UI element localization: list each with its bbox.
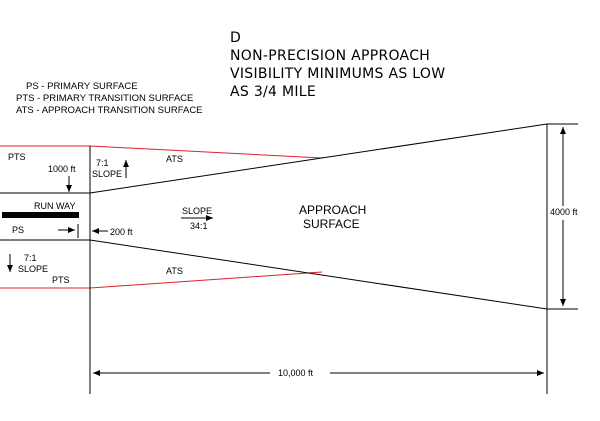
approach-label-line-2: SURFACE xyxy=(303,217,360,231)
slope-bottom-word: SLOPE xyxy=(18,264,48,274)
slope-center-word: SLOPE xyxy=(182,206,212,216)
approach-bottom-edge xyxy=(89,239,548,310)
slope-bottom-ratio: 7:1 xyxy=(24,253,37,263)
slope-top-ratio: 7:1 xyxy=(96,158,109,168)
ats-top-edge xyxy=(89,145,323,159)
legend-ats: ATS - APPROACH TRANSITION SURFACE xyxy=(16,105,203,116)
width-label: 4000 ft xyxy=(550,207,578,217)
slope-center-ratio: 34:1 xyxy=(190,221,208,231)
legend-pts: PTS - PRIMARY TRANSITION SURFACE xyxy=(16,93,193,104)
pts-bottom-label: PTS xyxy=(52,275,70,285)
length-label: 10,000 ft xyxy=(278,368,314,378)
ats-top-label: ATS xyxy=(166,154,183,164)
pts-height-label: 1000 ft xyxy=(48,164,76,174)
ats-bottom-edge xyxy=(89,271,323,289)
title-line-1: NON-PRECISION APPROACH xyxy=(230,48,430,64)
slope-top-word: SLOPE xyxy=(92,169,122,179)
approach-label-line-1: APPROACH xyxy=(299,203,366,217)
pts-top-label: PTS xyxy=(8,152,26,162)
transition-surfaces xyxy=(0,145,323,289)
title-line-2: VISIBILITY MINIMUMS AS LOW xyxy=(230,66,445,82)
title-line-3: AS 3/4 MILE xyxy=(230,84,316,100)
ps-offset-label: 200 ft xyxy=(110,227,133,237)
legend-ps: PS - PRIMARY SURFACE xyxy=(26,81,138,92)
runway-bar xyxy=(2,212,79,218)
runway-label: RUN WAY xyxy=(34,201,76,211)
approach-top-edge xyxy=(89,123,548,194)
ats-bottom-label: ATS xyxy=(166,266,183,276)
title-letter: D xyxy=(230,30,241,46)
ps-label: PS xyxy=(12,225,24,235)
approach-outline xyxy=(0,123,578,394)
